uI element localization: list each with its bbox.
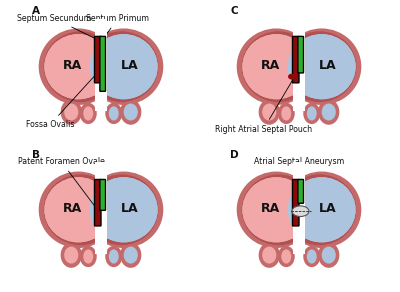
Bar: [95, 19, 107, 111]
Ellipse shape: [44, 177, 112, 242]
Ellipse shape: [90, 34, 158, 99]
Ellipse shape: [120, 99, 141, 125]
Text: LA: LA: [120, 202, 138, 215]
FancyBboxPatch shape: [292, 36, 299, 83]
Text: RA: RA: [261, 202, 280, 215]
Ellipse shape: [242, 34, 310, 99]
Ellipse shape: [44, 34, 112, 99]
Ellipse shape: [39, 171, 118, 248]
Text: RA: RA: [261, 59, 280, 72]
FancyBboxPatch shape: [94, 180, 101, 226]
Ellipse shape: [278, 246, 295, 267]
Ellipse shape: [307, 249, 317, 264]
Bar: [293, 162, 305, 254]
Ellipse shape: [259, 242, 280, 268]
Ellipse shape: [282, 171, 361, 248]
Text: Septum Primum: Septum Primum: [86, 14, 150, 38]
Ellipse shape: [84, 171, 163, 248]
Ellipse shape: [281, 249, 291, 264]
Text: B: B: [32, 150, 40, 159]
Text: LA: LA: [318, 202, 336, 215]
Text: A: A: [32, 6, 40, 16]
Ellipse shape: [318, 242, 339, 268]
Text: C: C: [230, 6, 238, 16]
FancyBboxPatch shape: [298, 180, 304, 203]
Ellipse shape: [90, 177, 158, 242]
FancyBboxPatch shape: [298, 36, 304, 73]
Ellipse shape: [85, 31, 158, 102]
Ellipse shape: [288, 177, 356, 242]
Ellipse shape: [44, 174, 117, 245]
Ellipse shape: [90, 177, 158, 242]
Ellipse shape: [242, 177, 310, 242]
Ellipse shape: [288, 177, 356, 242]
Ellipse shape: [288, 34, 356, 99]
Ellipse shape: [109, 106, 119, 121]
Ellipse shape: [242, 174, 315, 245]
Ellipse shape: [322, 104, 336, 121]
Bar: [95, 162, 107, 254]
Ellipse shape: [85, 174, 158, 245]
Ellipse shape: [105, 246, 122, 267]
FancyBboxPatch shape: [94, 36, 101, 83]
Text: Right Atrial Septal Pouch: Right Atrial Septal Pouch: [215, 78, 312, 133]
Ellipse shape: [262, 246, 276, 264]
Ellipse shape: [303, 103, 320, 124]
Text: Patent Foramen Ovale: Patent Foramen Ovale: [18, 157, 105, 210]
Ellipse shape: [80, 246, 97, 267]
Ellipse shape: [318, 99, 339, 125]
Text: LA: LA: [318, 59, 336, 72]
Text: D: D: [230, 150, 238, 159]
Ellipse shape: [283, 31, 356, 102]
Ellipse shape: [307, 106, 317, 121]
Ellipse shape: [242, 31, 315, 102]
Ellipse shape: [61, 99, 82, 125]
Ellipse shape: [83, 249, 93, 264]
Ellipse shape: [80, 103, 97, 124]
Text: Septum Secundum: Septum Secundum: [17, 14, 95, 39]
Ellipse shape: [84, 28, 163, 105]
Ellipse shape: [120, 242, 141, 268]
Text: RA: RA: [63, 202, 82, 215]
Ellipse shape: [303, 246, 320, 267]
Ellipse shape: [278, 103, 295, 124]
Ellipse shape: [242, 177, 310, 242]
Ellipse shape: [237, 28, 316, 105]
Ellipse shape: [124, 246, 138, 264]
Ellipse shape: [259, 99, 280, 125]
Ellipse shape: [39, 28, 118, 105]
Ellipse shape: [61, 242, 82, 268]
Ellipse shape: [282, 28, 361, 105]
Ellipse shape: [262, 104, 276, 121]
Ellipse shape: [124, 104, 138, 121]
Ellipse shape: [83, 106, 93, 121]
Ellipse shape: [109, 249, 119, 264]
Ellipse shape: [64, 246, 78, 264]
Ellipse shape: [292, 206, 309, 216]
Bar: [293, 19, 305, 111]
Text: LA: LA: [120, 59, 138, 72]
Ellipse shape: [281, 106, 291, 121]
Ellipse shape: [44, 31, 117, 102]
Ellipse shape: [237, 171, 316, 248]
Text: Fossa Ovalis: Fossa Ovalis: [26, 76, 94, 129]
Ellipse shape: [64, 104, 78, 121]
Ellipse shape: [242, 34, 310, 99]
FancyBboxPatch shape: [292, 180, 299, 226]
FancyBboxPatch shape: [100, 36, 106, 91]
FancyBboxPatch shape: [100, 180, 106, 210]
Ellipse shape: [283, 174, 356, 245]
Text: Atrial Septal Aneurysm: Atrial Septal Aneurysm: [254, 157, 344, 204]
Ellipse shape: [105, 103, 122, 124]
Ellipse shape: [288, 74, 296, 80]
Ellipse shape: [90, 34, 158, 99]
Ellipse shape: [44, 177, 112, 242]
Text: RA: RA: [63, 59, 82, 72]
Ellipse shape: [44, 34, 112, 99]
Ellipse shape: [288, 34, 356, 99]
Ellipse shape: [322, 246, 336, 264]
